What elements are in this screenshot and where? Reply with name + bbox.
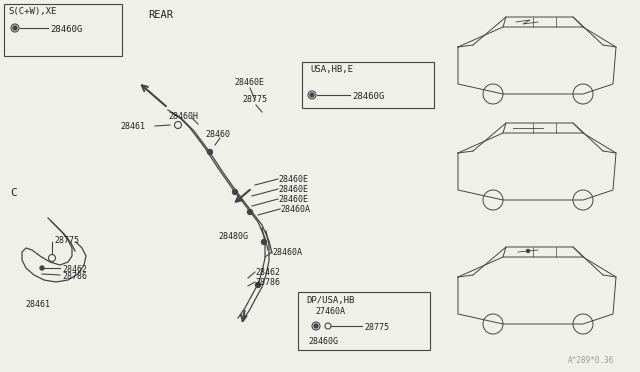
Text: 28460E: 28460E: [278, 195, 308, 204]
Text: 28460G: 28460G: [308, 337, 338, 346]
Text: 28462: 28462: [255, 268, 280, 277]
Circle shape: [255, 282, 260, 288]
Text: 28460: 28460: [205, 130, 230, 139]
Circle shape: [527, 250, 529, 253]
Text: USA,HB,E: USA,HB,E: [310, 65, 353, 74]
Text: A^289*0.36: A^289*0.36: [568, 356, 614, 365]
Text: 27460A: 27460A: [315, 307, 345, 316]
Text: C: C: [10, 188, 17, 198]
Circle shape: [13, 26, 17, 30]
Circle shape: [248, 209, 253, 215]
Text: 28775: 28775: [54, 236, 79, 245]
Circle shape: [262, 240, 266, 244]
Text: 28775: 28775: [364, 323, 389, 332]
Circle shape: [207, 150, 212, 154]
Text: 28786: 28786: [62, 272, 87, 281]
Text: REAR: REAR: [148, 10, 173, 20]
Circle shape: [314, 324, 318, 328]
Text: 28460G: 28460G: [352, 92, 384, 101]
Text: 28460E: 28460E: [234, 78, 264, 87]
Text: 28461: 28461: [120, 122, 145, 131]
Circle shape: [40, 266, 44, 270]
Bar: [302, 62, 434, 108]
Circle shape: [232, 189, 237, 195]
Text: 28460A: 28460A: [272, 248, 302, 257]
Text: 28460E: 28460E: [278, 185, 308, 194]
Text: 28460A: 28460A: [280, 205, 310, 214]
Text: 28460G: 28460G: [50, 25, 83, 34]
Text: 28480G: 28480G: [218, 232, 248, 241]
Text: 28460E: 28460E: [278, 175, 308, 184]
Bar: [4, 4, 122, 56]
Text: 28775: 28775: [242, 95, 267, 104]
Text: 28460H: 28460H: [168, 112, 198, 121]
Text: 28462: 28462: [62, 265, 87, 274]
Text: S(C+W),XE: S(C+W),XE: [8, 7, 56, 16]
Text: 28461: 28461: [25, 300, 50, 309]
Circle shape: [310, 93, 314, 97]
Text: 28786: 28786: [255, 278, 280, 287]
Bar: [298, 292, 430, 350]
Text: DP/USA,HB: DP/USA,HB: [306, 296, 355, 305]
